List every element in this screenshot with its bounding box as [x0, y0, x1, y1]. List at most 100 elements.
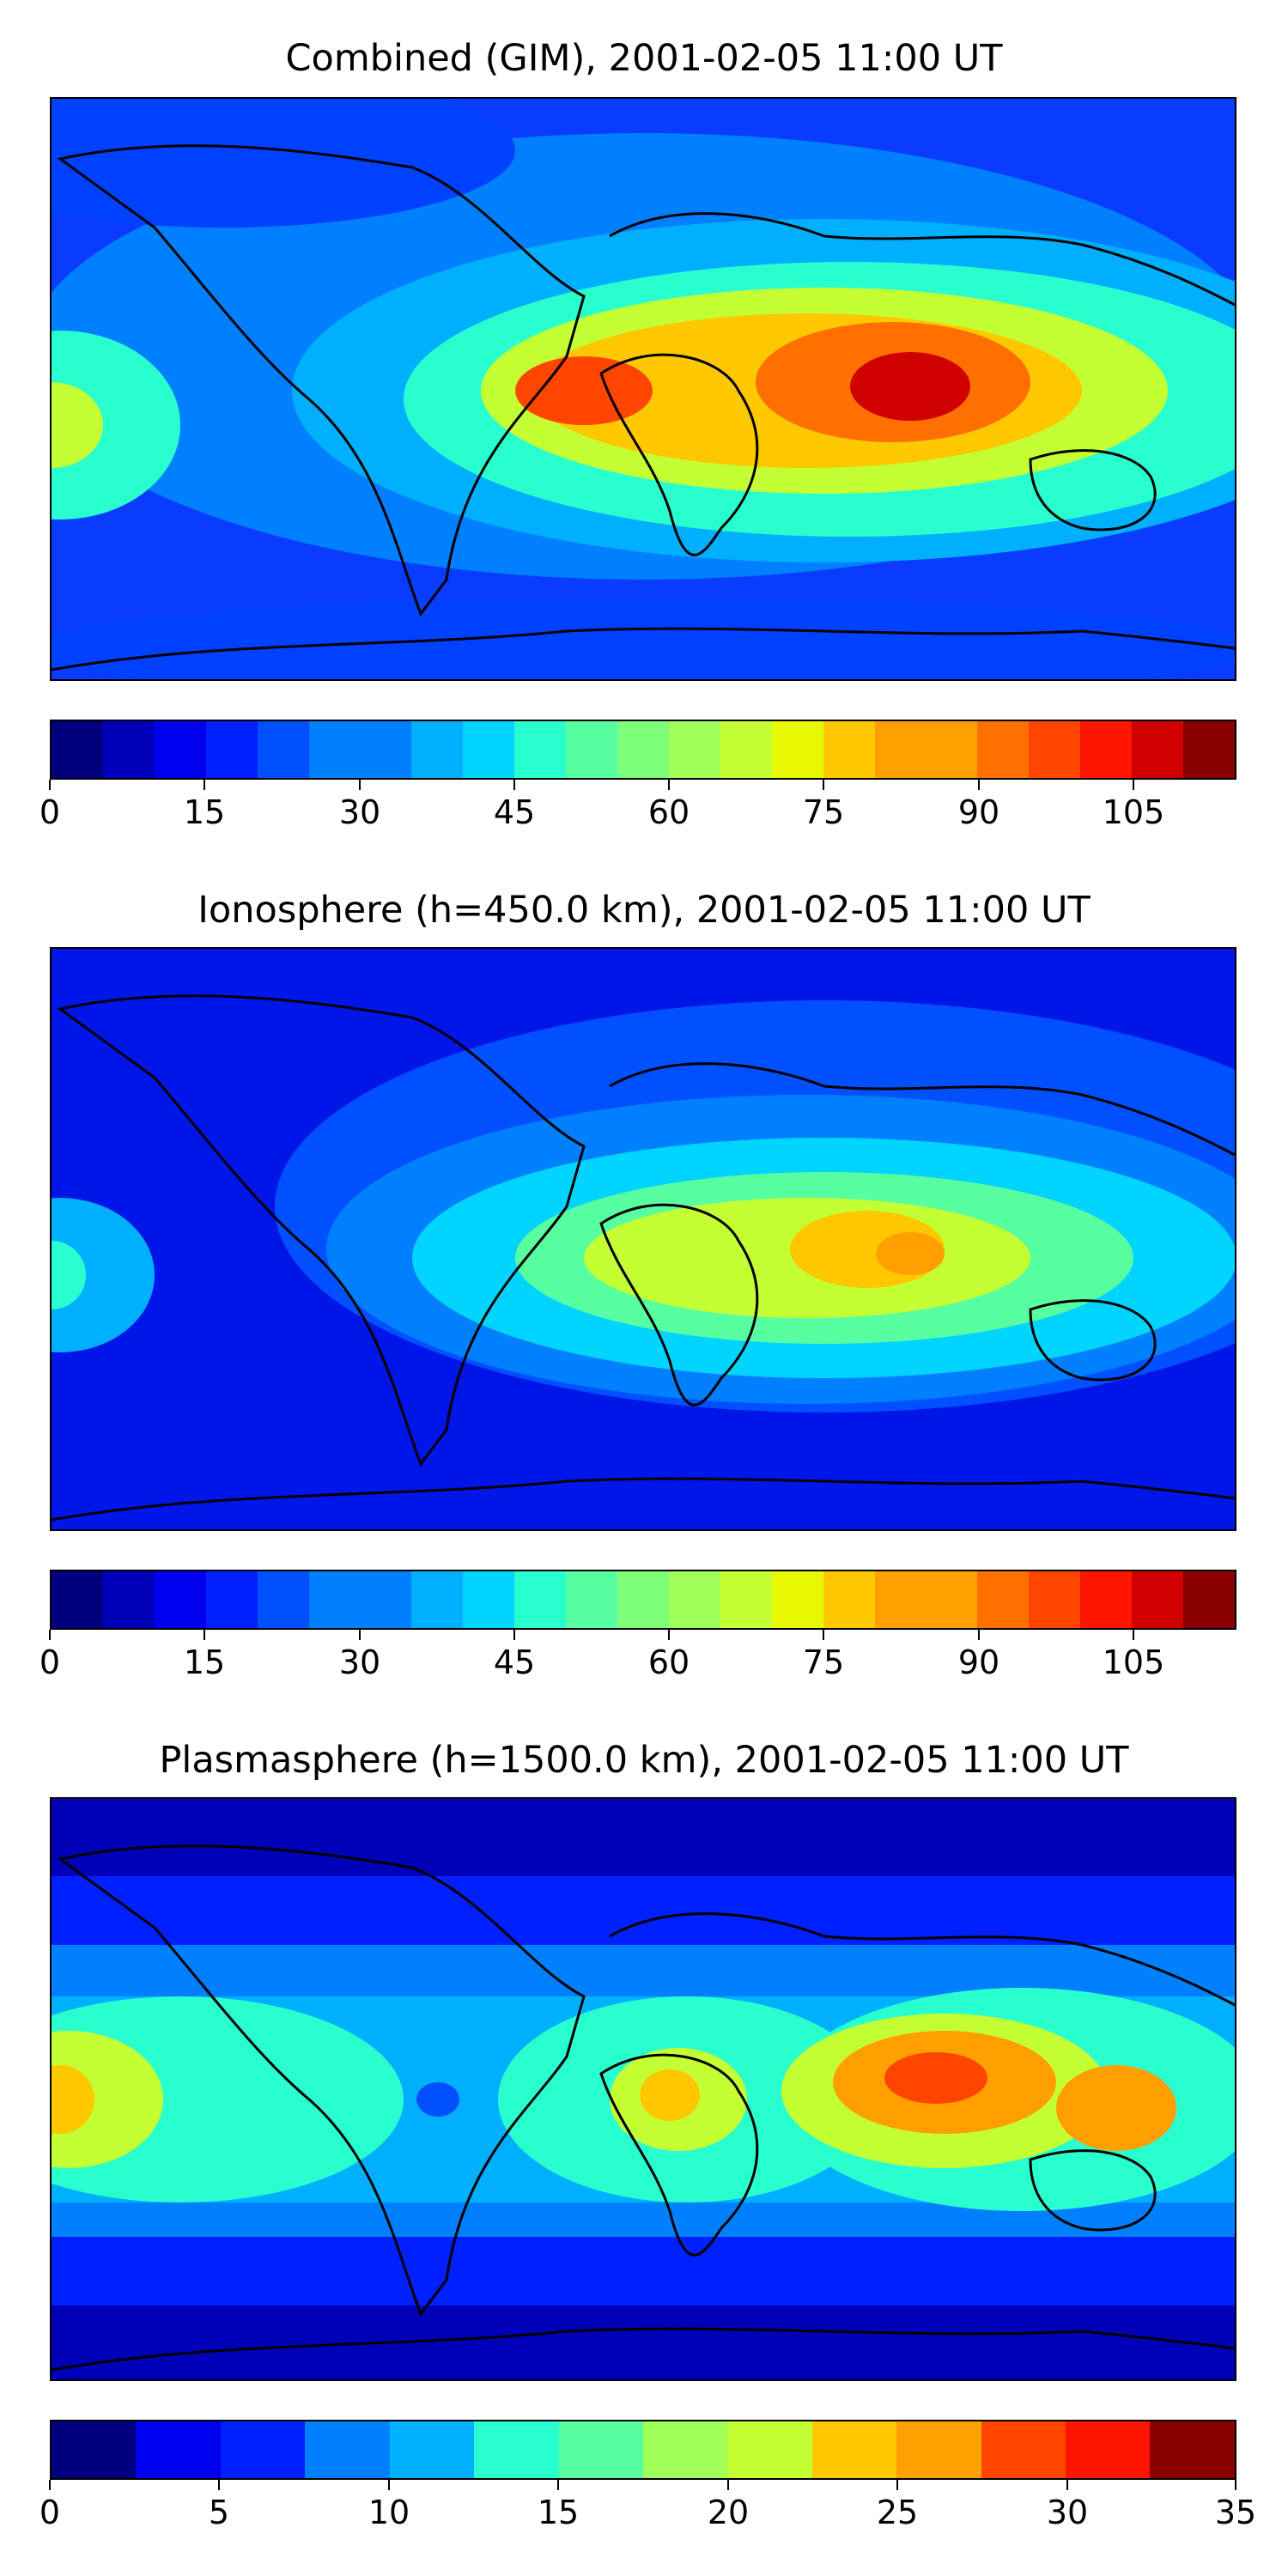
panel-title-ionosphere: Ionosphere (h=450.0 km), 2001-02-05 11:0…: [197, 889, 1091, 932]
colorbar-segment: [360, 721, 412, 778]
colorbar-segment: [823, 721, 875, 778]
heatmap-plasmasphere: [52, 1799, 1235, 2379]
colorbar-tick-label: 105: [1102, 793, 1165, 831]
colorbar-tick: [204, 1630, 205, 1640]
colorbar-tick: [513, 1630, 515, 1640]
colorbar-segment: [463, 1571, 515, 1628]
colorbar-segment: [1080, 721, 1133, 778]
colorbar-segment: [981, 2421, 1066, 2478]
colorbar-segment: [874, 1571, 927, 1628]
colorbar-tick-label: 30: [338, 1643, 381, 1681]
panel-title-combined: Combined (GIM), 2001-02-05 11:00 UT: [285, 37, 1003, 80]
colorbar-segment: [411, 1571, 464, 1628]
colorbar-tick: [204, 780, 205, 790]
colorbar-tick: [49, 2480, 51, 2490]
colorbar-segment: [514, 721, 567, 778]
colorbar-segment: [811, 2421, 897, 2478]
colorbar-tick-label: 0: [39, 793, 61, 831]
colorbar-segment: [411, 721, 464, 778]
colorbar-segment: [102, 721, 155, 778]
colorbar-tick: [359, 1630, 361, 1640]
colorbar-segment: [727, 2421, 812, 2478]
colorbar-segment: [642, 2421, 728, 2478]
colorbar-tick-label: 75: [802, 1643, 845, 1681]
colorbar-ticks-plasmasphere: 0 5 10 15 20 25 30 35: [39, 2480, 1256, 2531]
colorbar-segment: [1080, 1571, 1133, 1628]
colorbar-segment: [1182, 1571, 1235, 1628]
colorbar-tick-label: 15: [183, 793, 226, 831]
colorbar-segment: [52, 1571, 103, 1628]
colorbar-tick-label: 5: [208, 2494, 230, 2531]
colorbar-segment: [668, 721, 720, 778]
colorbar-segment: [566, 721, 617, 778]
colorbar-tick-label: 15: [537, 2494, 580, 2531]
colorbar-segment: [205, 721, 258, 778]
colorbar-tick-label: 60: [647, 793, 690, 831]
colorbar-tick: [823, 780, 824, 790]
colorbar-segment: [823, 1571, 875, 1628]
colorbar-segment: [926, 1571, 978, 1628]
colorbar-segment: [977, 721, 1030, 778]
colorbar-tick-label: 45: [493, 793, 536, 831]
colorbar-segment: [220, 2421, 306, 2478]
colorbar-tick: [359, 780, 361, 790]
colorbar-segment: [668, 1571, 720, 1628]
colorbar-segment: [205, 1571, 258, 1628]
colorbar-segment: [1182, 721, 1235, 778]
panel-title-plasmasphere: Plasmasphere (h=1500.0 km), 2001-02-05 1…: [159, 1739, 1129, 1782]
colorbar-segment: [1150, 2421, 1235, 2478]
colorbar-tick: [49, 780, 51, 790]
map-combined: [50, 97, 1236, 681]
colorbar-tick-label: 45: [493, 1643, 536, 1681]
colorbar-segment: [566, 1571, 617, 1628]
colorbar-tick-label: 30: [1046, 2494, 1089, 2531]
colorbar-segment: [558, 2421, 643, 2478]
colorbar-tick: [668, 1630, 670, 1640]
colorbar-segment: [874, 721, 927, 778]
colorbar-tick-label: 60: [647, 1643, 690, 1681]
colorbar-tick: [49, 1630, 51, 1640]
heatmap-ionosphere: [52, 949, 1235, 1529]
colorbar-tick-label: 10: [368, 2494, 410, 2531]
colorbar-tick-label: 0: [39, 1643, 61, 1681]
colorbar-tick: [727, 2480, 729, 2490]
colorbar-ticks-combined: 0 15 30 45 60 75 90 105: [39, 780, 1236, 831]
colorbar-tick: [896, 2480, 898, 2490]
colorbar-tick-label: 25: [876, 2494, 919, 2531]
colorbar-tick-label: 90: [957, 1643, 1000, 1681]
colorbar-segment: [136, 2421, 221, 2478]
colorbar-tick-label: 35: [1214, 2494, 1257, 2531]
colorbar-tick: [218, 2480, 220, 2490]
colorbar-tick-label: 15: [183, 1643, 226, 1681]
colorbar-tick: [1133, 1630, 1134, 1640]
colorbar-segment: [617, 1571, 669, 1628]
colorbar-segment: [360, 1571, 412, 1628]
colorbar-segment: [463, 721, 515, 778]
colorbar-segment: [257, 721, 309, 778]
colorbar-combined: [50, 720, 1236, 780]
colorbar-segment: [1132, 721, 1183, 778]
colorbar-tick-label: 0: [39, 2494, 61, 2531]
colorbar-segment: [389, 2421, 475, 2478]
heatmap-combined: [52, 99, 1235, 679]
colorbar-tick: [513, 780, 515, 790]
colorbar-tick-label: 105: [1102, 1643, 1165, 1681]
colorbar-segment: [514, 1571, 567, 1628]
colorbar-tick-label: 20: [707, 2494, 750, 2531]
colorbar-segment: [926, 721, 978, 778]
colorbar-segment: [977, 1571, 1030, 1628]
colorbar-segment: [52, 721, 103, 778]
colorbar-segment: [305, 2421, 390, 2478]
colorbar-tick: [668, 780, 670, 790]
colorbar-tick-label: 30: [338, 793, 381, 831]
colorbar-segment: [154, 721, 206, 778]
colorbar-tick: [557, 2480, 559, 2490]
colorbar-segment: [257, 1571, 309, 1628]
colorbar-segment: [720, 721, 772, 778]
colorbar-segment: [308, 1571, 361, 1628]
colorbar-segment: [308, 721, 361, 778]
colorbar-tick: [1235, 2480, 1236, 2490]
colorbar-segment: [474, 2421, 559, 2478]
colorbar-ticks-ionosphere: 0 15 30 45 60 75 90 105: [39, 1630, 1236, 1681]
colorbar-tick-label: 90: [957, 793, 1000, 831]
